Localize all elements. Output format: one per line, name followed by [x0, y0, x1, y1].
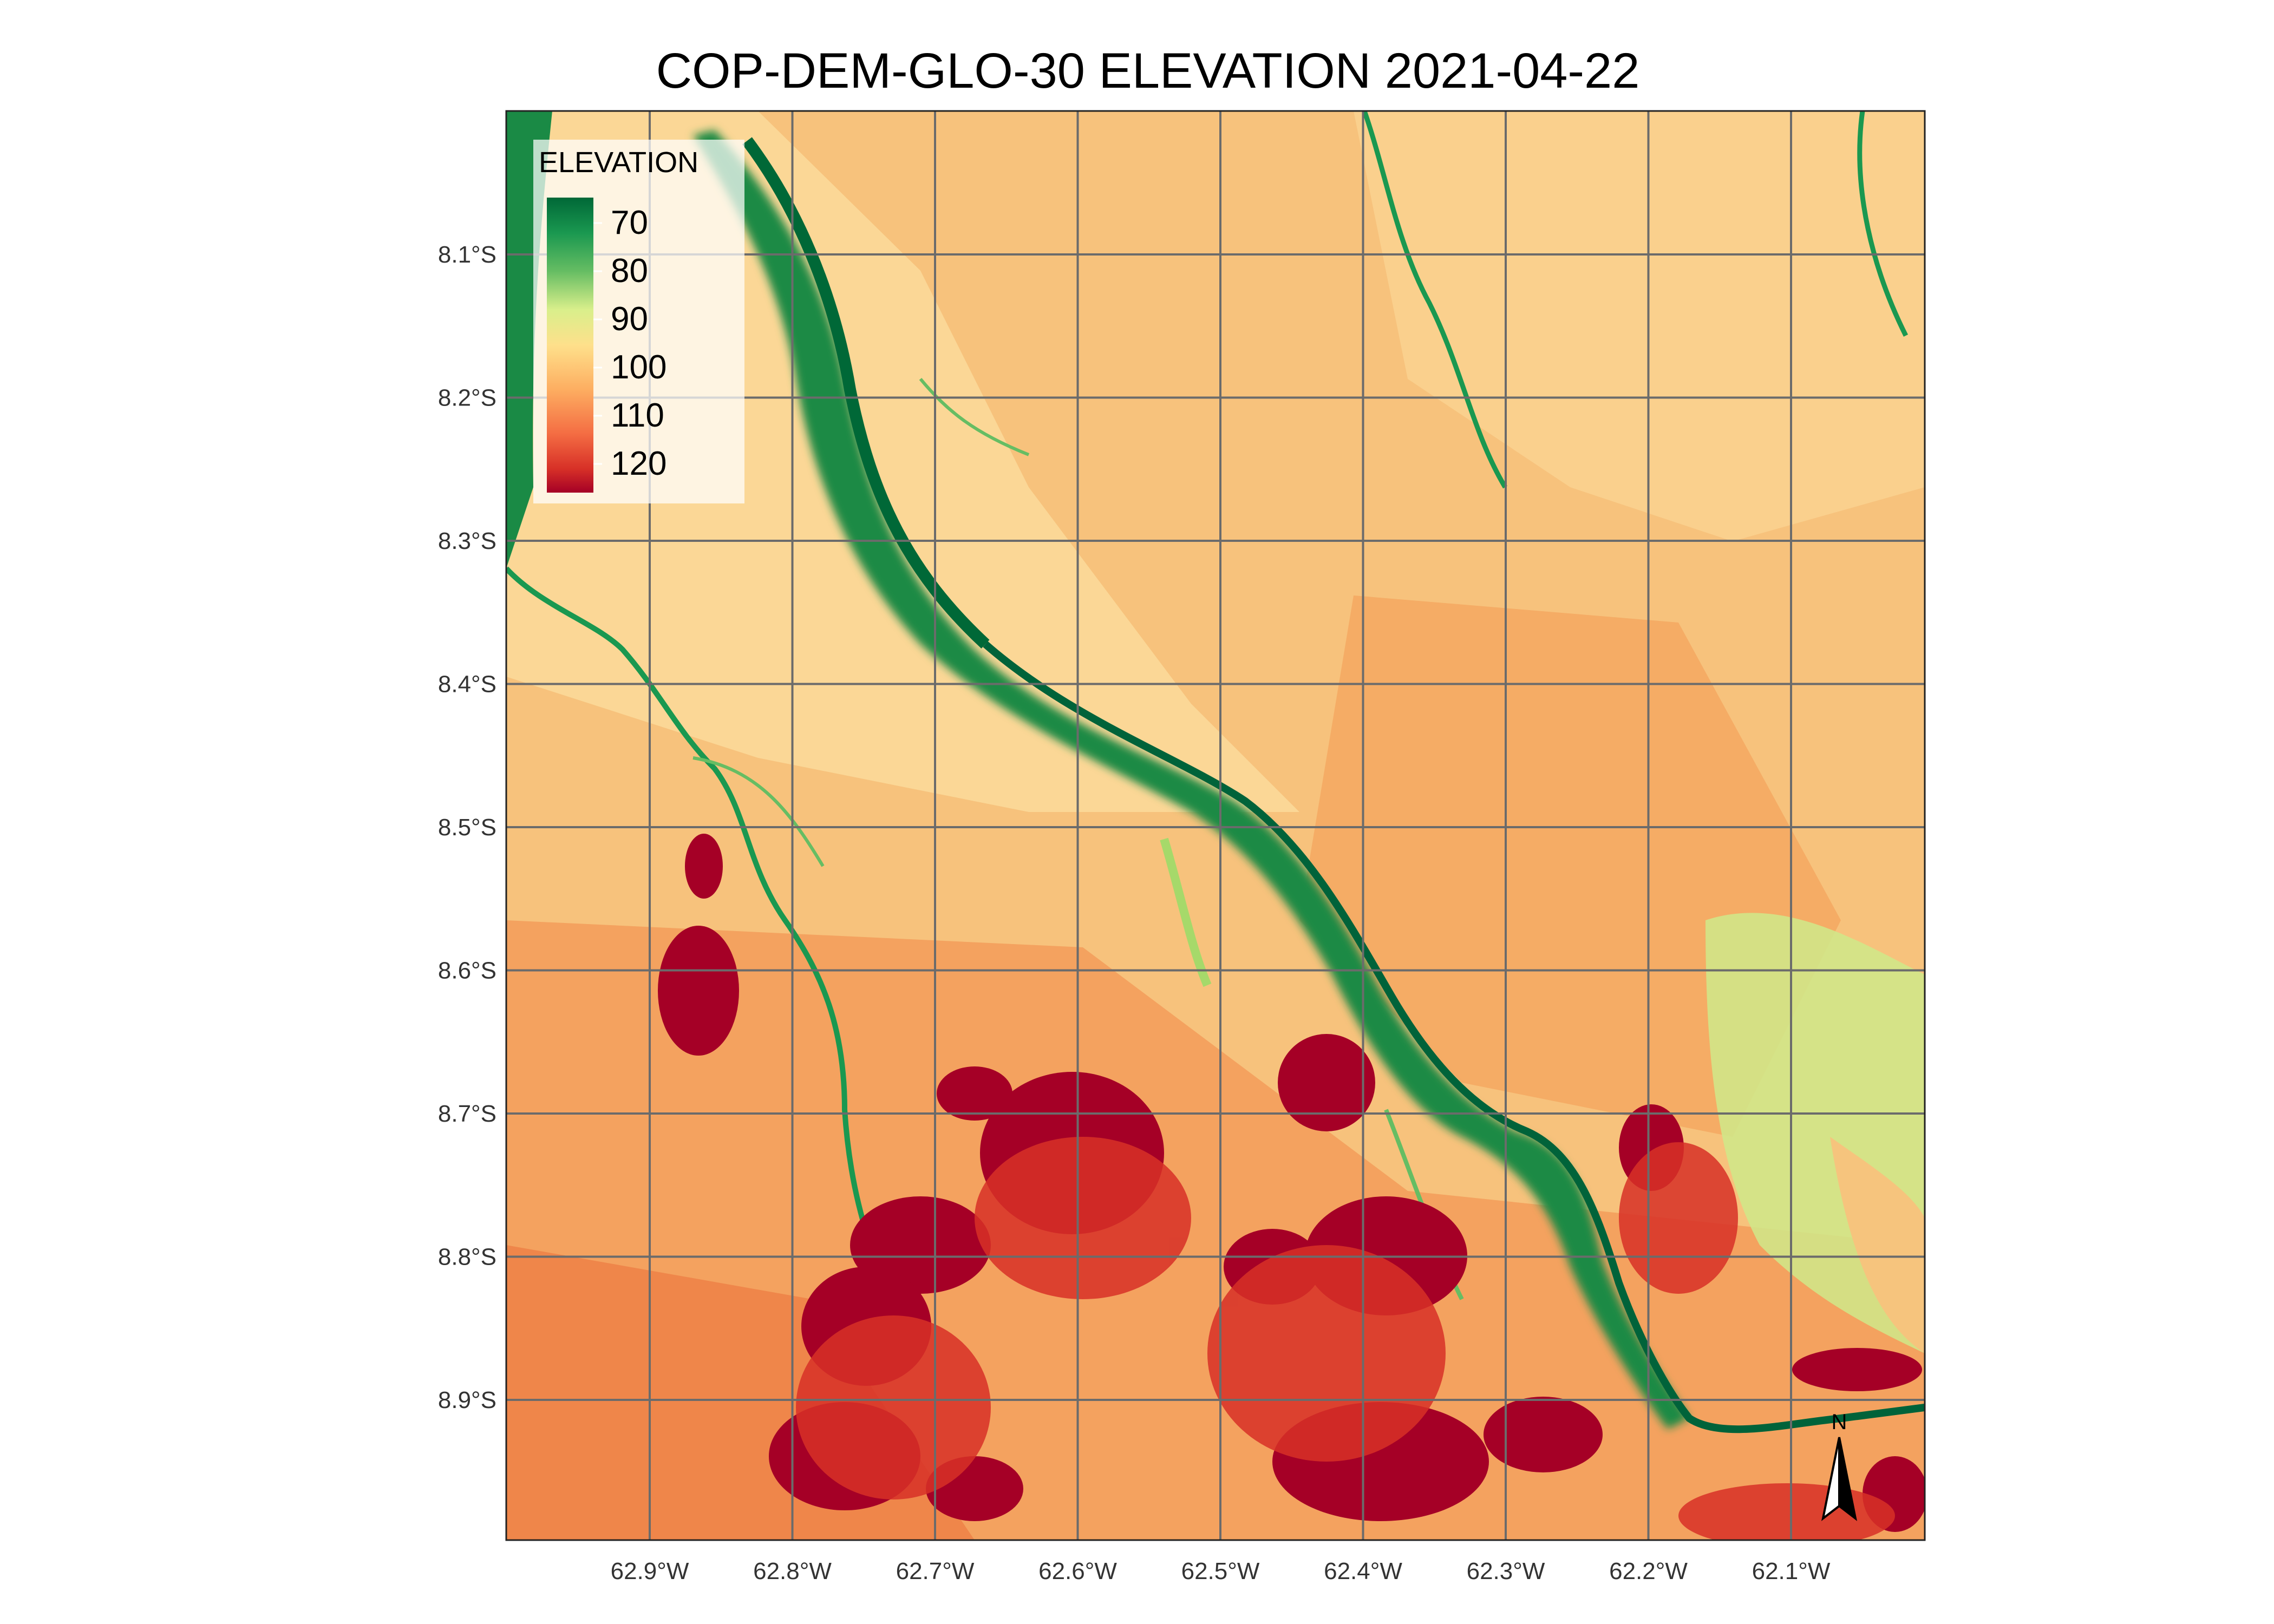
elevation-raster: [506, 111, 1925, 1540]
legend-label: 90: [611, 300, 648, 338]
x-tick-label: 62.7°W: [896, 1558, 975, 1584]
legend-label: 70: [611, 204, 648, 241]
y-tick-label: 8.8°S: [438, 1244, 496, 1271]
y-tick-label: 8.4°S: [438, 671, 496, 698]
x-tick-label: 62.8°W: [753, 1558, 832, 1584]
legend-label: 120: [611, 445, 666, 482]
y-tick-label: 8.3°S: [438, 528, 496, 554]
y-axis: 8.1°S 8.2°S 8.3°S 8.4°S 8.5°S 8.6°S 8.7°S 8.8°S…: [438, 241, 496, 1413]
map-frame: [505, 110, 1926, 1541]
y-tick-label: 8.9°S: [438, 1387, 496, 1413]
x-tick-label: 62.9°W: [611, 1558, 689, 1584]
y-tick-label: 8.1°S: [438, 241, 496, 268]
x-tick-label: 62.6°W: [1038, 1558, 1117, 1584]
x-tick-label: 62.3°W: [1467, 1558, 1545, 1584]
map-title: COP-DEM-GLO-30 ELEVATION 2021-04-22: [656, 43, 1640, 99]
legend-label: 110: [611, 397, 664, 434]
graticule: [506, 111, 1925, 1540]
north-arrow: N: [1821, 1410, 1858, 1521]
legend-colorbar: [547, 198, 593, 493]
y-tick-label: 8.5°S: [438, 814, 496, 841]
legend-title: ELEVATION: [539, 146, 698, 179]
legend-label: 100: [611, 349, 666, 386]
north-arrow-label: N: [1832, 1410, 1847, 1434]
x-tick-label: 62.1°W: [1752, 1558, 1831, 1584]
y-tick-label: 8.6°S: [438, 958, 496, 984]
legend: ELEVATION 70 80 90 100 110 120: [533, 140, 744, 503]
legend-label: 80: [611, 252, 648, 290]
y-tick-label: 8.7°S: [438, 1101, 496, 1127]
x-tick-label: 62.2°W: [1609, 1558, 1688, 1584]
y-tick-label: 8.2°S: [438, 385, 496, 411]
x-tick-label: 62.4°W: [1324, 1558, 1402, 1584]
x-axis: 62.9°W 62.8°W 62.7°W 62.6°W 62.5°W 62.4°W 62.3…: [611, 1558, 1831, 1584]
x-tick-label: 62.5°W: [1181, 1558, 1260, 1584]
